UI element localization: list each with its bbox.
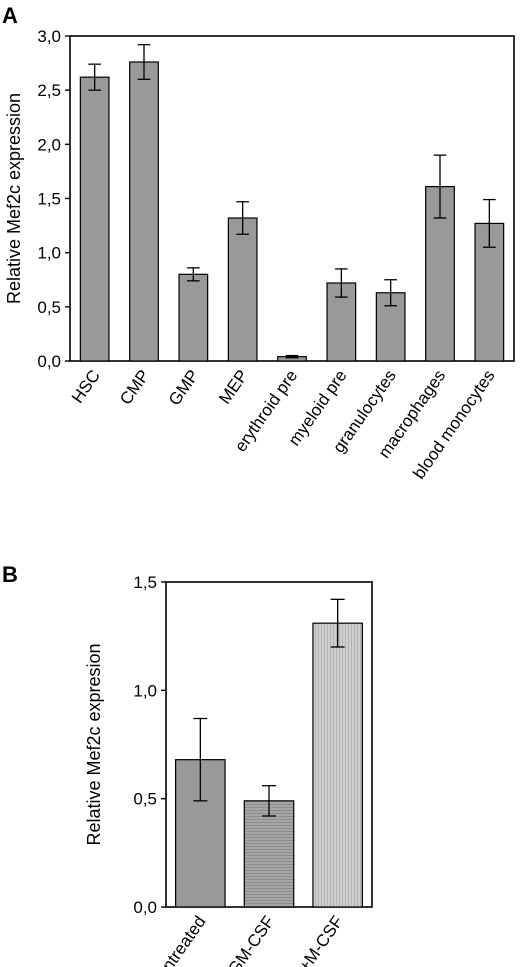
panel-a-category-label: CMP (116, 366, 153, 408)
panel-b-y-tick-label: 0,5 (133, 790, 157, 809)
panel-b-category-label: untreated (153, 912, 210, 967)
panel-b-bar (243, 800, 295, 908)
panel-a-category-label: MEP (215, 366, 252, 407)
panel-a-bar (129, 61, 159, 362)
panel-b-y-tick-label: 0,0 (133, 898, 157, 917)
panel-a-chart: A 0,0 0,5 1,0 1,5 2,0 2,5 3,0 Relative Mef2c ex… (2, 3, 515, 483)
panel-a-category-label: HSC (68, 366, 104, 406)
panel-b-y-axis-title: Relative Mef2c expresion (84, 643, 104, 845)
panel-b-y-tick-label: 1,0 (133, 681, 157, 700)
panel-a-bar (79, 76, 110, 362)
panel-a-letter: A (2, 3, 18, 28)
panel-a-y-tick-label: 3,0 (37, 27, 61, 46)
panel-a-y-tick-label: 0,0 (37, 352, 61, 371)
panel-b-letter: B (2, 562, 18, 587)
panel-a-y-tick-label: 2,5 (37, 81, 61, 100)
panel-a-bar (227, 217, 258, 362)
panel-a-bar (178, 273, 209, 362)
panel-b-chart: B 0,0 0,5 1,0 1,5 Relative Mef2c expresion un… (2, 562, 373, 967)
panel-b-category-label: +GM-CSF (219, 912, 279, 967)
panel-b-bar (312, 622, 363, 908)
panel-b-category-label: +M-CSF (295, 912, 347, 967)
panel-a-y-tick-label: 2,0 (37, 135, 61, 154)
panel-b-y-tick-label: 1,5 (133, 573, 157, 592)
panel-a-y-tick-label: 1,0 (37, 244, 61, 263)
panel-a-y-axis-title: Relative Mef2c expression (4, 93, 24, 304)
panel-a-category-label: GMP (165, 366, 203, 409)
panel-a-y-tick-label: 1,5 (37, 190, 61, 209)
panel-a-y-tick-label: 0,5 (37, 298, 61, 317)
